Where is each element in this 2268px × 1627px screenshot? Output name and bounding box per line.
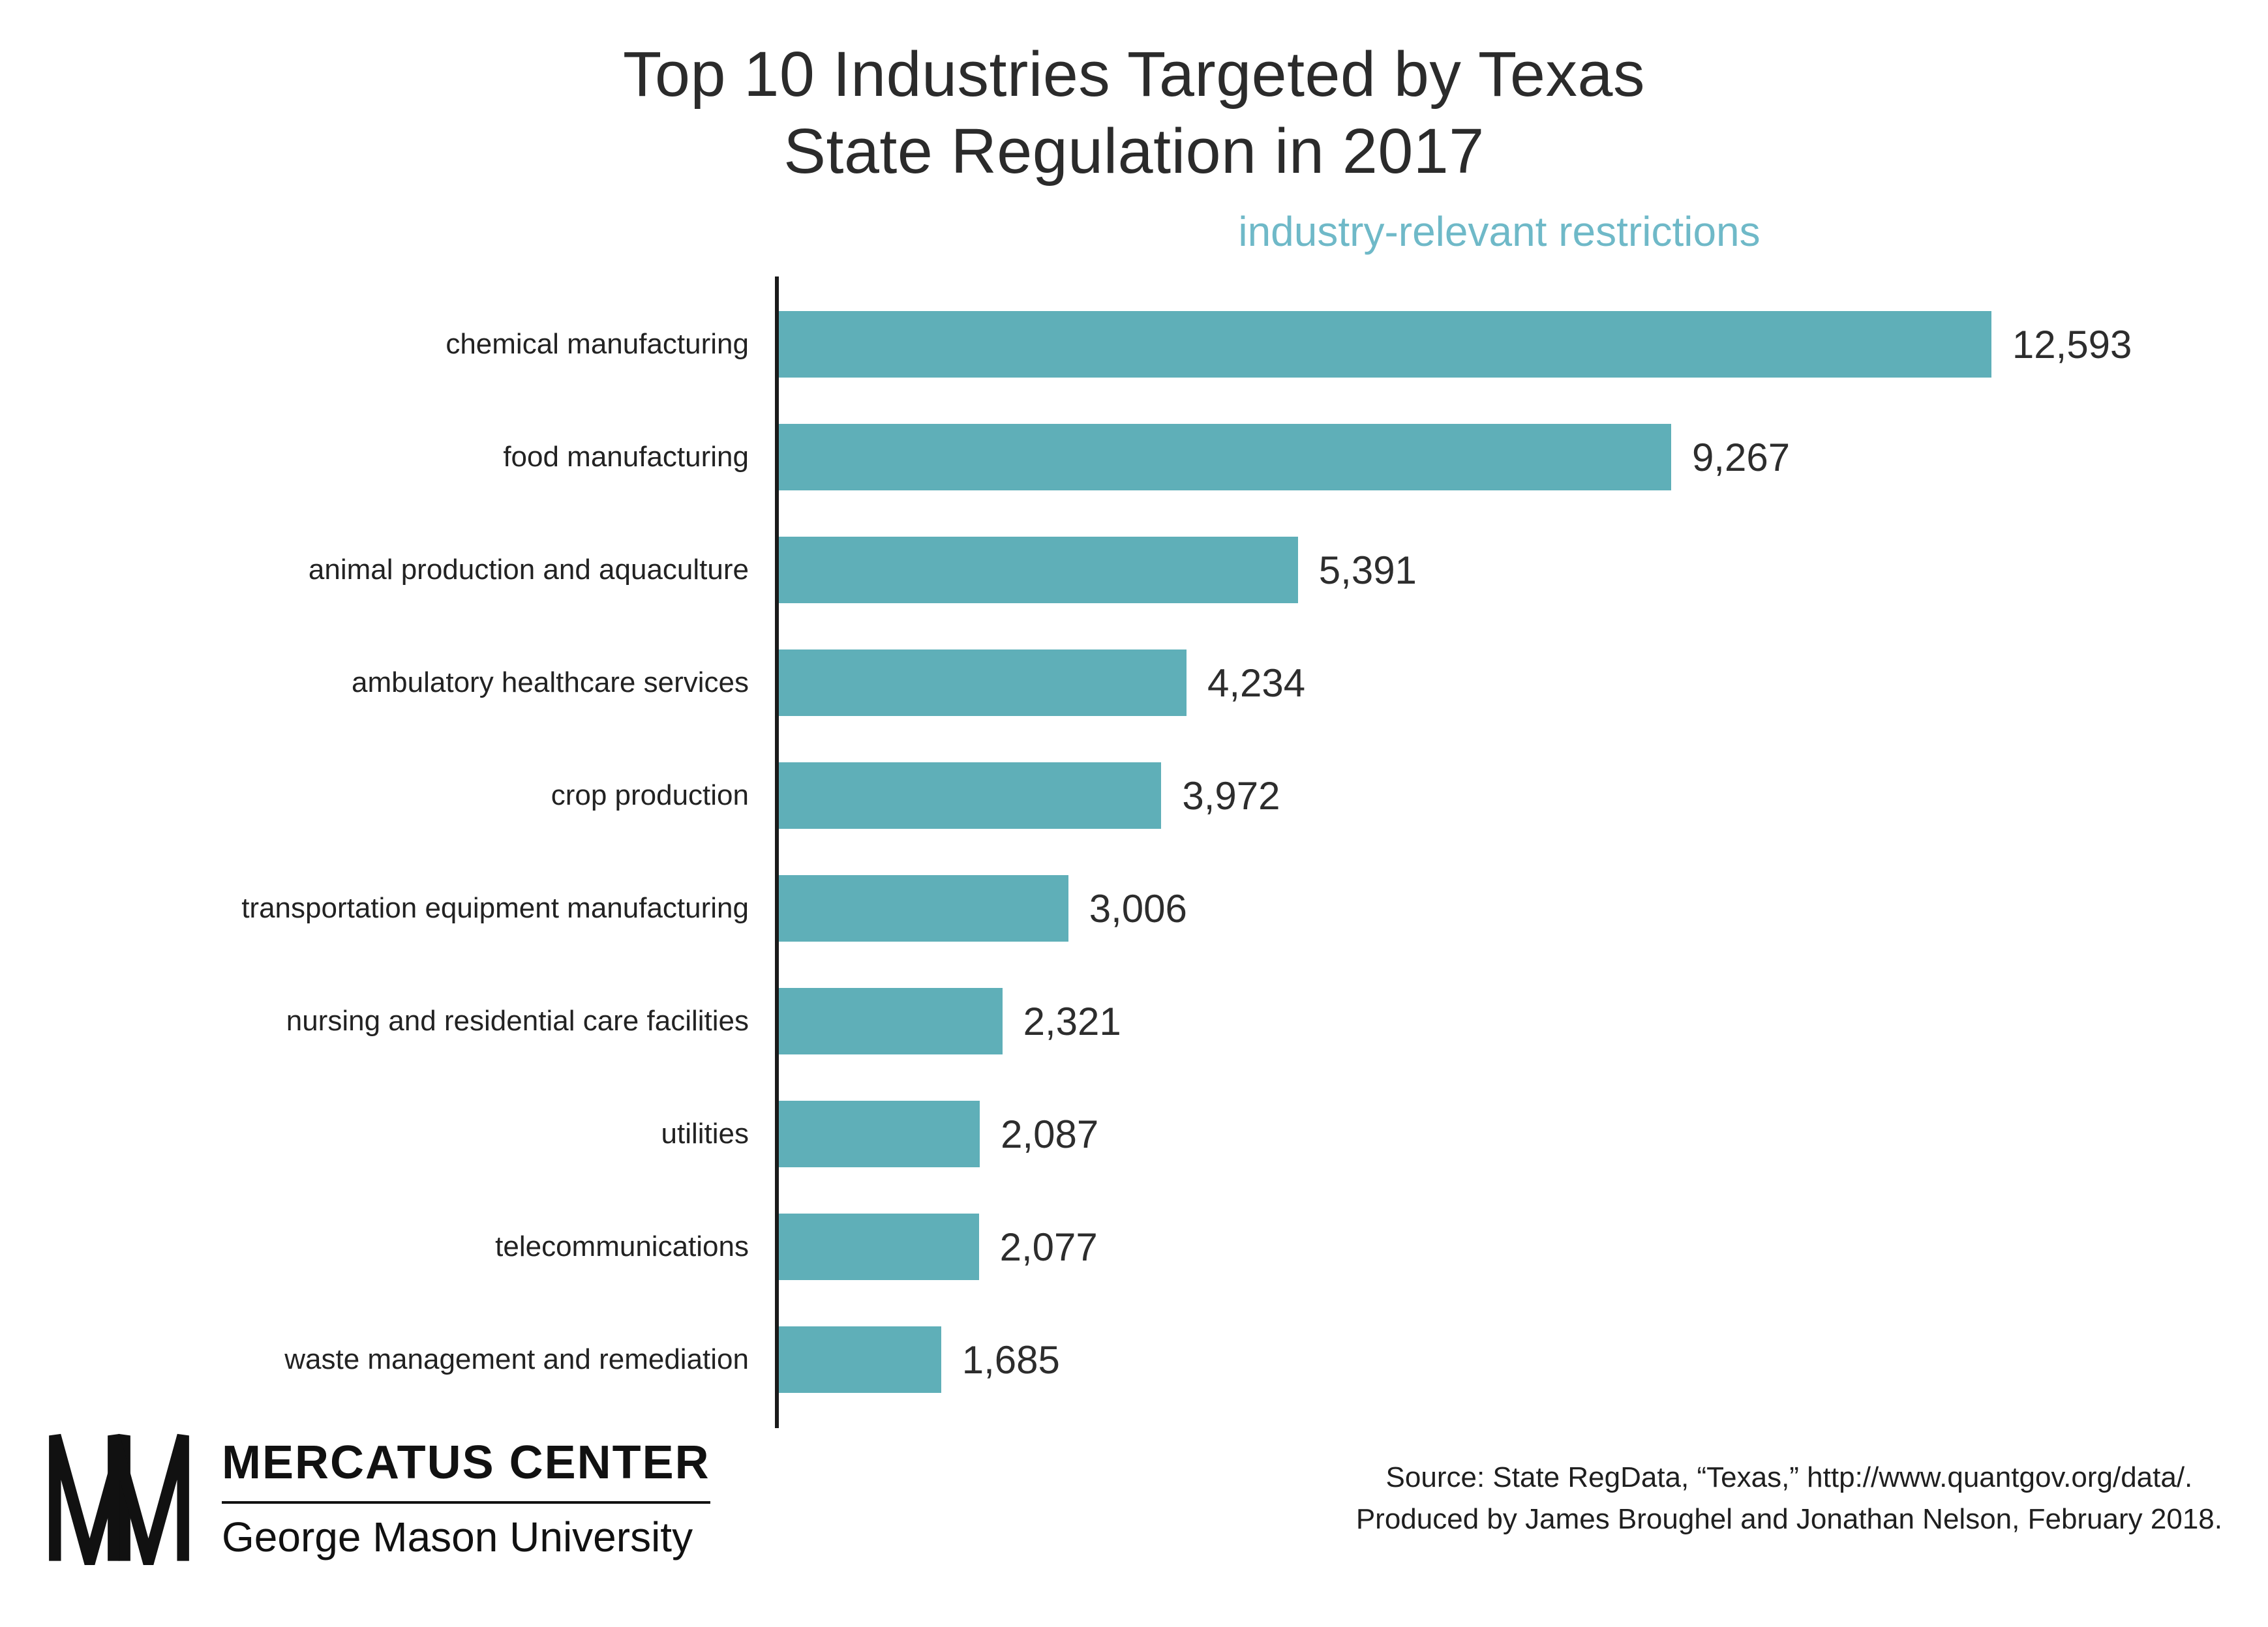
george-mason-wordmark: George Mason University [222, 1513, 693, 1560]
category-label: food manufacturing [503, 441, 749, 473]
bar-track: 12,593 [775, 288, 2222, 401]
bar-track: 9,267 [775, 401, 2222, 514]
chart-row: transportation equipment manufacturing 3,… [46, 852, 2222, 965]
chart-row: nursing and residential care facilities 2… [46, 965, 2222, 1078]
bar [779, 537, 1298, 604]
category-label: transportation equipment manufacturing [241, 892, 749, 925]
bar-track: 5,391 [775, 514, 2222, 627]
bar [779, 1214, 979, 1281]
mercatus-center-wordmark: MERCATUS CENTER [222, 1436, 710, 1504]
chart-row: animal production and aquaculture 5,391 [46, 514, 2222, 627]
chart-subtitle: industry-relevant restrictions [1238, 207, 1761, 255]
chart-title: Top 10 Industries Targeted by Texas Stat… [46, 36, 2222, 190]
bar-track: 3,972 [775, 739, 2222, 852]
value-label: 3,972 [1182, 773, 1280, 818]
value-label: 3,006 [1089, 886, 1187, 931]
source-line2: Produced by James Broughel and Jonathan … [1355, 1502, 2222, 1535]
mercatus-logo-icon [49, 1433, 189, 1565]
bar-track: 1,685 [775, 1304, 2222, 1416]
bar-track: 2,077 [775, 1191, 2222, 1304]
mercatus-logo-block: MERCATUS CENTER George Mason University [46, 1431, 710, 1565]
chart-row: utilities 2,087 [46, 1078, 2222, 1191]
category-label: crop production [551, 779, 749, 812]
chart-row: chemical manufacturing 12,593 [46, 288, 2222, 401]
category-label: nursing and residential care facilities [286, 1005, 749, 1037]
bar [779, 762, 1162, 829]
category-label: telecommunications [495, 1231, 749, 1263]
chart-row: waste management and remediation 1,685 [46, 1304, 2222, 1416]
bar [779, 1101, 980, 1168]
y-axis-line [775, 276, 779, 1428]
chart-title-line2: State Regulation in 2017 [783, 115, 1485, 187]
bar [779, 424, 1671, 491]
bar-chart: chemical manufacturing 12,593 food manufac… [46, 276, 2222, 1428]
value-label: 2,077 [999, 1225, 1098, 1269]
value-label: 5,391 [1318, 548, 1417, 592]
bar-track: 2,321 [775, 965, 2222, 1078]
value-label: 9,267 [1691, 435, 1791, 479]
source-line1: Source: State RegData, “Texas,” http://w… [1385, 1461, 2193, 1493]
value-label: 2,321 [1023, 999, 1121, 1043]
mercatus-logo-text: MERCATUS CENTER George Mason University [222, 1436, 710, 1561]
bar [779, 875, 1068, 942]
value-label: 2,087 [1001, 1112, 1099, 1156]
bar-track: 3,006 [775, 852, 2222, 965]
bar [779, 988, 1003, 1055]
category-label: chemical manufacturing [446, 328, 749, 361]
category-label: waste management and remediation [284, 1343, 749, 1376]
chart-row: telecommunications 2,077 [46, 1191, 2222, 1304]
value-label: 12,593 [2012, 322, 2132, 366]
chart-row: ambulatory healthcare services 4,234 [46, 627, 2222, 739]
bar [779, 1326, 941, 1394]
chart-row: food manufacturing 9,267 [46, 401, 2222, 514]
chart-row: crop production 3,972 [46, 739, 2222, 852]
value-label: 1,685 [961, 1337, 1060, 1382]
bar [779, 311, 1991, 378]
footer: MERCATUS CENTER George Mason University … [46, 1431, 2222, 1565]
source-attribution: Source: State RegData, “Texas,” http://w… [1356, 1457, 2222, 1540]
category-label: animal production and aquaculture [308, 554, 749, 586]
category-label: ambulatory healthcare services [352, 666, 749, 699]
bar-track: 4,234 [775, 627, 2222, 739]
chart-rows: chemical manufacturing 12,593 food manufac… [46, 288, 2222, 1416]
chart-title-line1: Top 10 Industries Targeted by Texas [623, 38, 1645, 110]
bar-track: 2,087 [775, 1078, 2222, 1191]
bar [779, 649, 1187, 717]
value-label: 4,234 [1207, 661, 1306, 705]
category-label: utilities [661, 1118, 749, 1150]
